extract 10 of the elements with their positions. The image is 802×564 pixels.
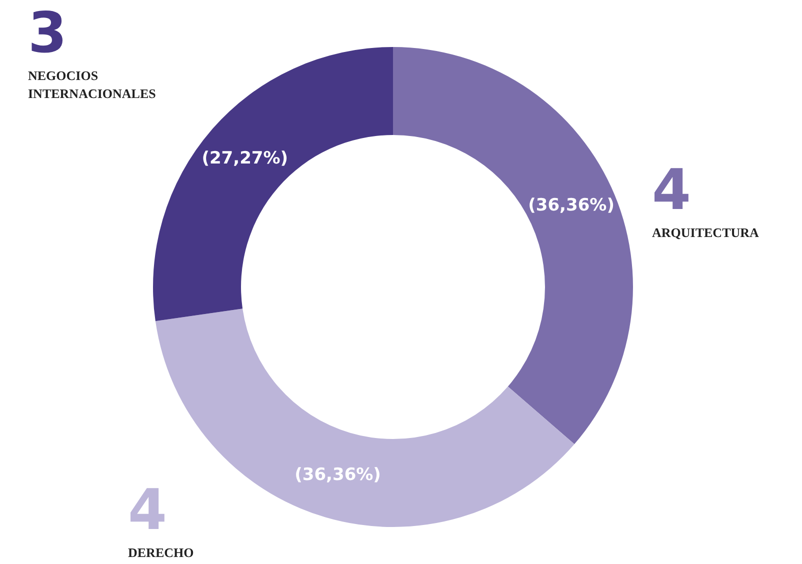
text: 4 — [652, 158, 691, 223]
data-label: (27,27%) — [202, 148, 288, 169]
slice-label: ARQUITECTURA — [652, 225, 760, 240]
text: 4 — [128, 478, 167, 543]
data-label: (36,36%) — [528, 196, 614, 216]
text: 3 — [28, 1, 67, 66]
slice-label: NEGOCIOS INTERNACIONALES — [28, 68, 156, 101]
data-label: (36,36%) — [294, 465, 381, 486]
donut-slice — [393, 47, 633, 444]
slice-label: DERECHO — [128, 545, 194, 560]
